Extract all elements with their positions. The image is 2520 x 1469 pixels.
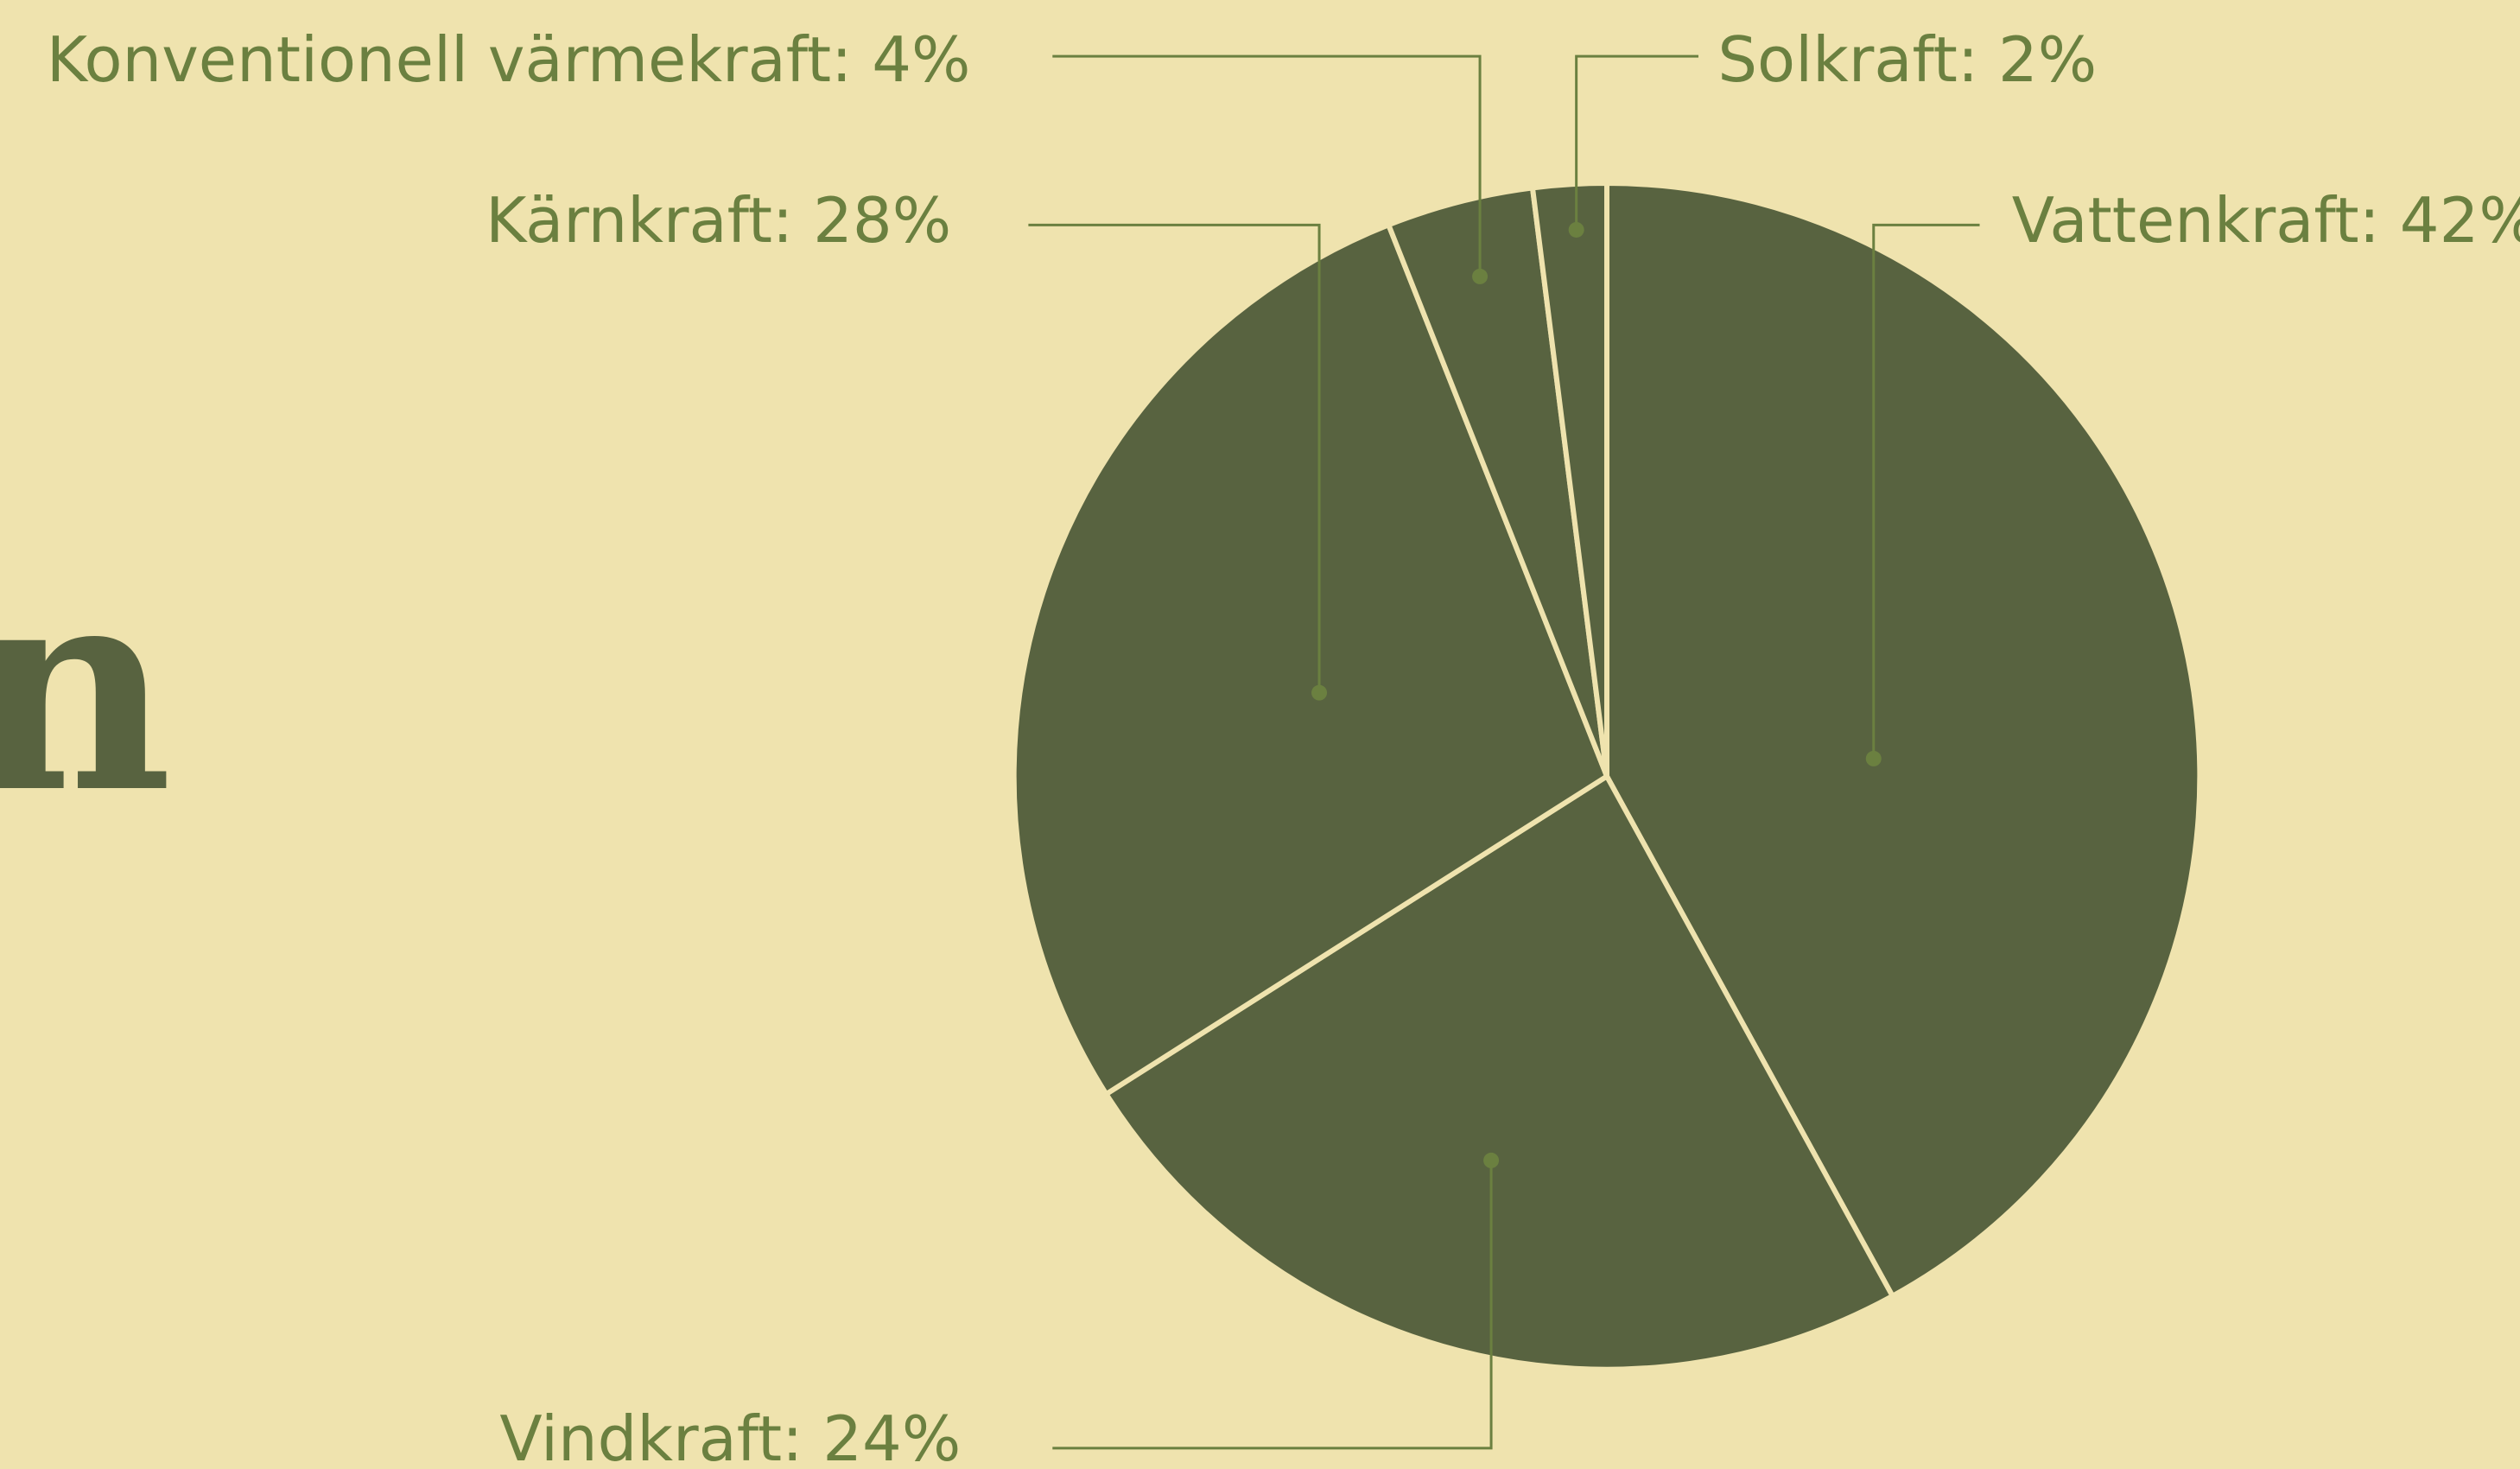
leader-line <box>1575 54 1699 230</box>
data-label: Konventionell värmekraft: 4% <box>47 23 971 96</box>
data-label: Vindkraft: 24% <box>499 1402 961 1469</box>
pie-slice <box>1103 773 1895 1372</box>
pie-slice <box>1011 222 1609 1097</box>
pie-slice <box>1529 181 1609 779</box>
heading-fragment: n <box>0 520 173 855</box>
leader-line <box>1052 1160 1493 1450</box>
data-label: Kärnkraft: 28% <box>486 184 951 257</box>
data-label: Solkraft: 2% <box>1717 23 2097 96</box>
leader-dot <box>1311 684 1328 701</box>
leader-line <box>1052 54 1482 277</box>
pie-slice <box>1604 181 2203 1299</box>
data-label: Vattenkraft: 42% <box>2012 184 2520 257</box>
leader-dot <box>1483 1152 1500 1168</box>
leader-dot <box>1472 268 1489 284</box>
leader-line <box>1872 223 1980 759</box>
leader-dot <box>1865 750 1882 766</box>
leader-dot <box>1568 221 1584 238</box>
leader-line <box>1028 223 1321 693</box>
